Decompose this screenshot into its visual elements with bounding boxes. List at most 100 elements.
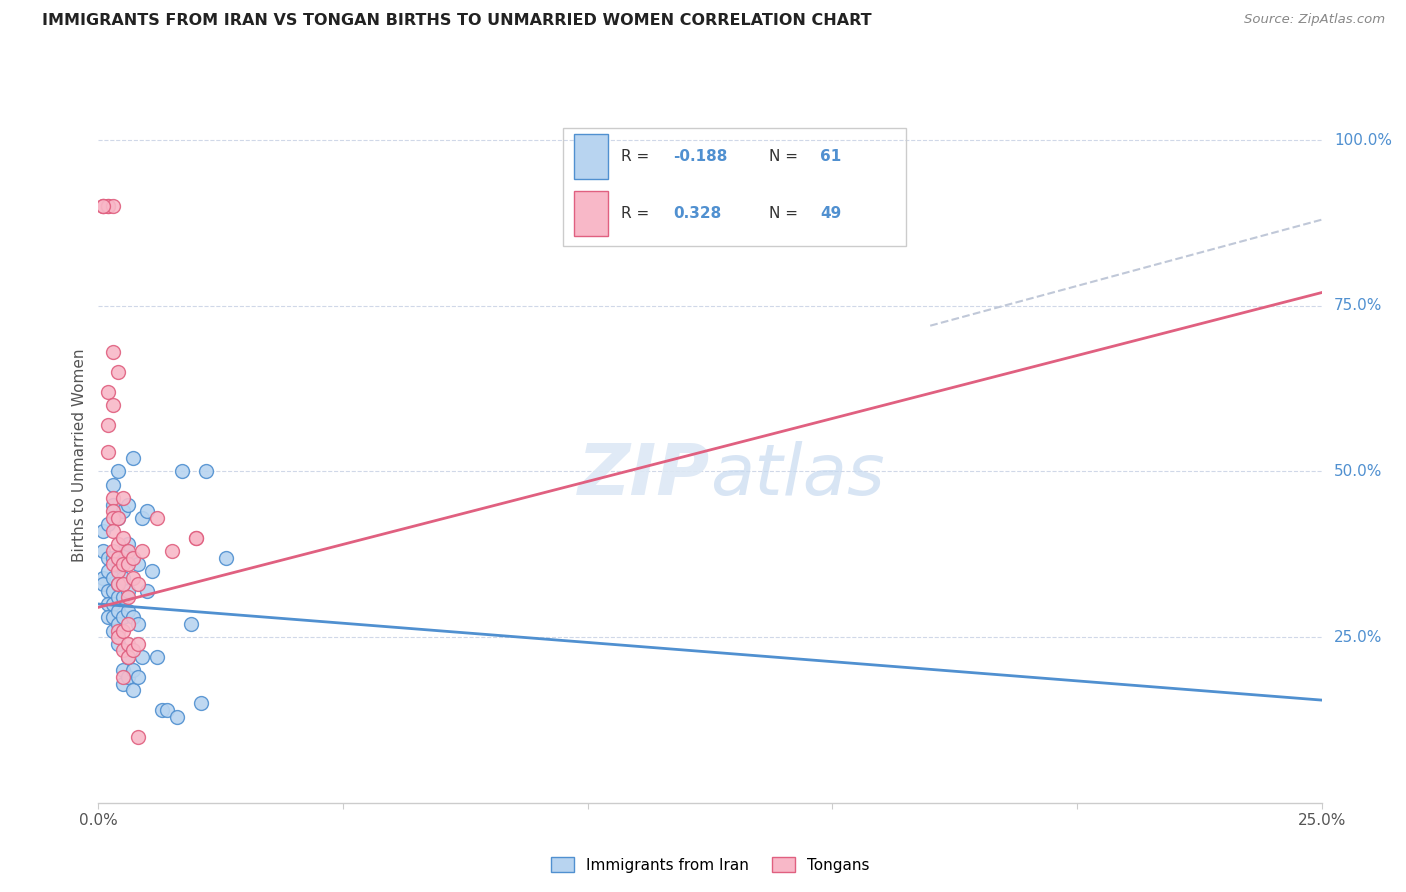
Point — [127, 558, 149, 572]
Point — [117, 544, 139, 558]
Point — [101, 624, 124, 638]
Point — [117, 637, 139, 651]
Point — [97, 517, 120, 532]
Point — [127, 637, 149, 651]
Point — [150, 703, 173, 717]
Point — [101, 398, 124, 412]
Point — [190, 697, 212, 711]
Point — [111, 676, 134, 690]
Point — [131, 650, 153, 665]
Point — [97, 199, 120, 213]
Point — [117, 604, 139, 618]
Text: Source: ZipAtlas.com: Source: ZipAtlas.com — [1244, 13, 1385, 27]
Point — [101, 610, 124, 624]
Point — [101, 550, 124, 565]
Text: 25.0%: 25.0% — [1334, 630, 1382, 645]
Point — [107, 558, 129, 572]
Point — [117, 591, 139, 605]
Point — [121, 643, 143, 657]
Point — [180, 616, 202, 631]
Point — [127, 670, 149, 684]
Point — [111, 558, 134, 572]
Point — [97, 418, 120, 433]
Point — [107, 616, 129, 631]
Point — [117, 650, 139, 665]
Point — [111, 504, 134, 518]
Point — [101, 477, 124, 491]
Point — [101, 558, 124, 572]
Point — [107, 577, 129, 591]
Point — [160, 544, 183, 558]
Text: N =: N = — [769, 205, 797, 220]
Text: 75.0%: 75.0% — [1334, 298, 1382, 313]
Point — [107, 511, 129, 525]
Point — [111, 577, 134, 591]
Point — [91, 577, 114, 591]
Point — [101, 570, 124, 584]
Point — [136, 504, 159, 518]
Point — [107, 550, 129, 565]
Point — [127, 616, 149, 631]
Point — [117, 498, 139, 512]
Point — [101, 583, 124, 598]
Text: 61: 61 — [820, 149, 841, 164]
Point — [111, 491, 134, 505]
Point — [117, 558, 139, 572]
Point — [107, 537, 129, 551]
Point — [127, 730, 149, 744]
Point — [111, 670, 134, 684]
Point — [107, 365, 129, 379]
Point — [91, 199, 114, 213]
Point — [131, 511, 153, 525]
Point — [111, 531, 134, 545]
Point — [107, 604, 129, 618]
Point — [101, 597, 124, 611]
Text: -0.188: -0.188 — [673, 149, 727, 164]
Point — [97, 583, 120, 598]
Text: atlas: atlas — [710, 442, 884, 510]
Point — [117, 616, 139, 631]
Point — [97, 597, 120, 611]
Bar — [574, 191, 607, 235]
Text: R =: R = — [621, 205, 650, 220]
Point — [186, 531, 208, 545]
Point — [97, 610, 120, 624]
Point — [117, 670, 139, 684]
Text: 50.0%: 50.0% — [1334, 464, 1382, 479]
Text: N =: N = — [769, 149, 797, 164]
Point — [117, 583, 139, 598]
Text: R =: R = — [621, 149, 650, 164]
Point — [186, 531, 208, 545]
Point — [107, 511, 129, 525]
Point — [97, 199, 120, 213]
Point — [121, 550, 143, 565]
Point — [107, 591, 129, 605]
Point — [214, 550, 236, 565]
Text: 0.328: 0.328 — [673, 205, 721, 220]
Point — [101, 544, 124, 558]
Text: 100.0%: 100.0% — [1334, 133, 1392, 148]
Point — [131, 544, 153, 558]
Point — [156, 703, 179, 717]
Point — [91, 199, 114, 213]
Point — [107, 624, 129, 638]
Point — [111, 570, 134, 584]
Point — [121, 570, 143, 584]
Point — [121, 451, 143, 466]
Point — [111, 643, 134, 657]
Text: 49: 49 — [820, 205, 841, 220]
Point — [121, 663, 143, 677]
Text: ZIP: ZIP — [578, 442, 710, 510]
Point — [107, 564, 129, 578]
Point — [195, 465, 218, 479]
Point — [121, 683, 143, 698]
Text: IMMIGRANTS FROM IRAN VS TONGAN BIRTHS TO UNMARRIED WOMEN CORRELATION CHART: IMMIGRANTS FROM IRAN VS TONGAN BIRTHS TO… — [42, 13, 872, 29]
Point — [101, 524, 124, 538]
Point — [111, 663, 134, 677]
Point — [101, 498, 124, 512]
Point — [111, 610, 134, 624]
Point — [136, 583, 159, 598]
Point — [117, 537, 139, 551]
Point — [107, 577, 129, 591]
Point — [111, 591, 134, 605]
